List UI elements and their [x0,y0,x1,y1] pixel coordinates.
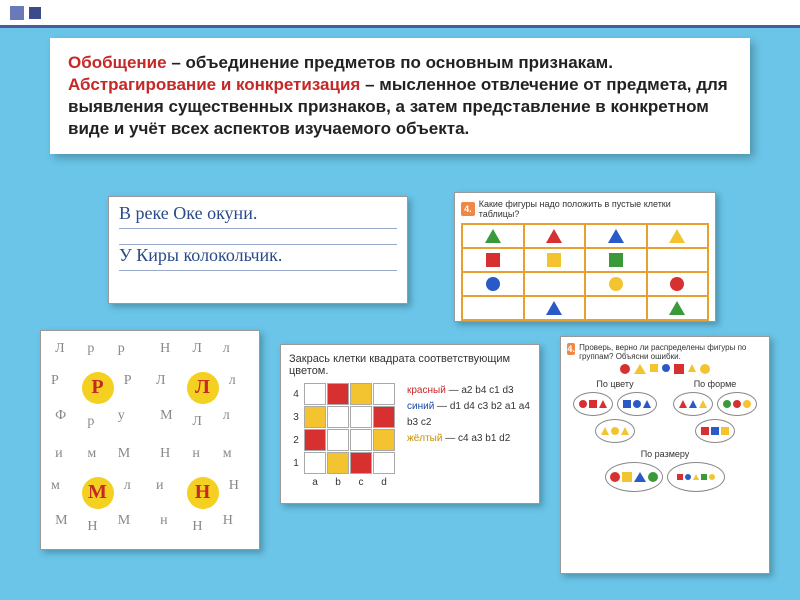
letters-card: РЛрРРФрурЛНлЛлМЛлЛМиМмлМНМмННмиНнННн [40,330,260,550]
groups-card: 4. Проверь, верно ли распределены фигуры… [560,336,770,574]
color-grid-card: Закрась клетки квадрата соответствующим … [280,344,540,504]
def-1: – объединение предметов по основным приз… [167,53,613,72]
hw-line-2: У Киры колокольчик. [119,245,397,271]
term-2: Абстрагирование и конкретизация [68,75,360,94]
shape-table-card: 4. Какие фигуры надо положить в пустые к… [454,192,716,322]
groups-title-text: Проверь, верно ли распределены фигуры по… [579,343,763,361]
hw-line-1: В реке Оке окуни. [119,203,397,229]
groups-num: 4. [567,343,575,355]
color-grid: 4321abcd [289,383,395,489]
hw-blank-2 [119,271,397,287]
shape-table-title: 4. Какие фигуры надо положить в пустые к… [461,199,709,219]
definition-card: Обобщение – объединение предметов по осн… [50,38,750,154]
decor-square-2 [28,6,42,20]
decor-square-1 [10,6,24,20]
shape-table-num: 4. [461,202,475,216]
hw-blank-1 [119,229,397,245]
definition-text: Обобщение – объединение предметов по осн… [68,52,732,140]
groups-body: По цветуПо формеПо размеру [567,364,763,492]
handwriting-card: В реке Оке окуни. У Киры колокольчик. [108,196,408,304]
term-1: Обобщение [68,53,167,72]
color-grid-legend: красный — a2 b4 c1 d3синий — d1 d4 c3 b2… [407,383,531,489]
shape-table-title-text: Какие фигуры надо положить в пустые клет… [479,199,709,219]
letters-grid: РЛрРРФрурЛНлЛлМЛлЛМиМмлМНМмННмиНнННн [47,337,253,543]
groups-title: 4. Проверь, верно ли распределены фигуры… [567,343,763,361]
top-decoration [0,0,800,28]
color-grid-title: Закрась клетки квадрата соответствующим … [289,353,531,377]
shape-grid [461,223,709,321]
